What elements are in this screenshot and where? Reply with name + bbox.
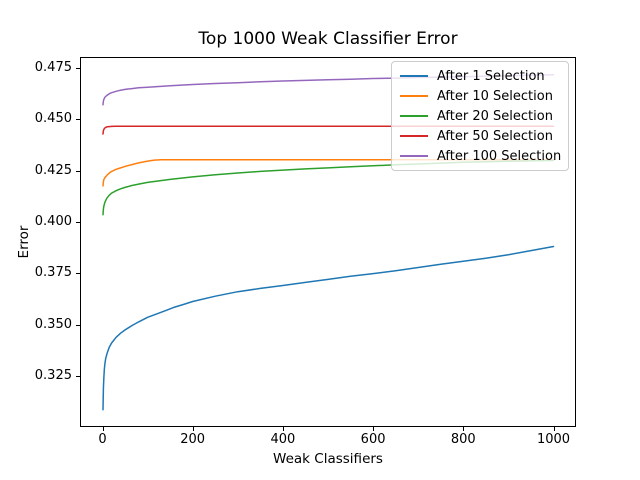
legend-line-sample-icon [400,95,428,97]
x-tick-label: 200 [180,432,206,447]
y-tick-label: 0.425 [34,162,72,178]
legend-label: After 1 Selection [437,68,545,84]
x-tick-label: 1000 [536,432,571,447]
x-tick-mark [373,427,375,431]
legend-entry-after-20-selection: After 20 Selection [400,106,561,126]
y-tick-label: 0.475 [34,59,72,75]
y-tick-mark [76,170,80,172]
x-tick-mark [553,427,555,431]
y-axis-label: Error [16,225,32,259]
y-tick-mark [76,67,80,69]
x-tick-mark [463,427,465,431]
x-tick-label: 800 [450,432,476,447]
y-tick-label: 0.375 [34,265,72,281]
y-tick-mark [76,119,80,121]
series-line-after-1-selection [102,245,555,411]
x-tick-label: 0 [98,432,107,447]
legend-label: After 20 Selection [437,108,553,124]
y-tick-label: 0.400 [34,213,72,229]
legend-entry-after-100-selection: After 100 Selection [400,146,561,166]
x-tick-mark [192,427,194,431]
legend-line-sample-icon [400,75,428,77]
legend-label: After 10 Selection [437,88,553,104]
y-tick-label: 0.350 [34,316,72,332]
series-line-after-10-selection [102,158,555,187]
x-axis-label: Weak Classifiers [273,451,383,467]
x-tick-mark [102,427,104,431]
y-tick-mark [76,221,80,223]
legend-entry-after-10-selection: After 10 Selection [400,86,561,106]
legend-label: After 100 Selection [437,148,562,164]
y-tick-mark [76,375,80,377]
legend: After 1 Selection After 10 Selection After… [391,61,570,171]
y-tick-label: 0.450 [34,111,72,127]
legend-label: After 50 Selection [437,128,553,144]
x-tick-label: 600 [360,432,386,447]
y-tick-mark [76,324,80,326]
chart-title: Top 1000 Weak Classifier Error [198,29,458,49]
y-tick-mark [76,273,80,275]
legend-entry-after-50-selection: After 50 Selection [400,126,561,146]
legend-line-sample-icon [400,155,428,157]
legend-line-sample-icon [400,135,428,137]
legend-line-sample-icon [400,115,428,117]
x-tick-mark [282,427,284,431]
x-tick-label: 400 [270,432,296,447]
legend-entry-after-1-selection: After 1 Selection [400,66,561,86]
y-tick-label: 0.325 [34,367,72,383]
